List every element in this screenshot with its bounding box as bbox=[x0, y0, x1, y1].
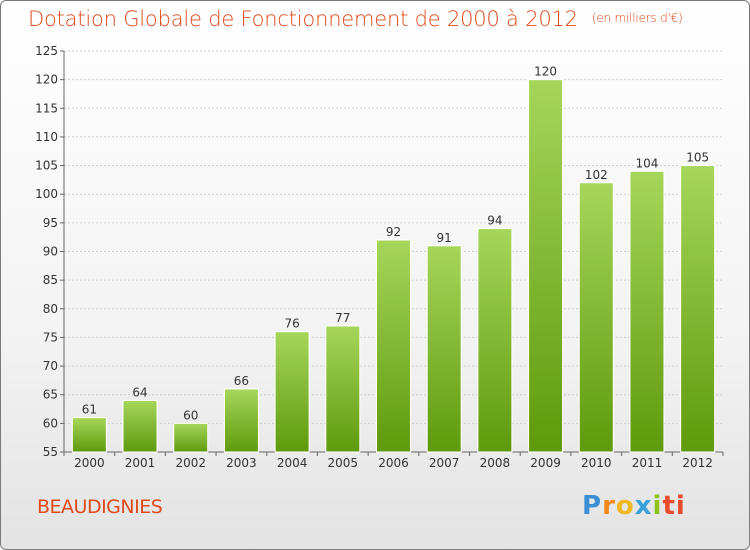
bar bbox=[223, 388, 259, 453]
proxiti-logo: Proxiti bbox=[582, 491, 686, 521]
y-tick-label: 125 bbox=[35, 44, 58, 58]
logo-letter: o bbox=[615, 491, 635, 521]
x-tick-label: 2004 bbox=[277, 456, 308, 470]
data-label: 77 bbox=[335, 311, 350, 325]
x-tick-label: 2000 bbox=[74, 456, 105, 470]
bar bbox=[528, 79, 564, 453]
bar bbox=[325, 325, 361, 453]
data-label: 120 bbox=[534, 65, 557, 79]
x-tick-label: 2007 bbox=[429, 456, 460, 470]
x-tick-label: 2006 bbox=[378, 456, 409, 470]
data-label: 60 bbox=[183, 408, 198, 422]
bar bbox=[274, 331, 310, 453]
data-label: 102 bbox=[585, 168, 608, 182]
x-tick-label: 2010 bbox=[581, 456, 612, 470]
logo-letter: i bbox=[652, 491, 663, 521]
chart-unit: (en milliers d'€) bbox=[591, 11, 683, 25]
y-tick-label: 105 bbox=[35, 159, 58, 173]
data-label: 92 bbox=[386, 225, 401, 239]
data-label: 61 bbox=[82, 403, 97, 417]
y-tick-label: 90 bbox=[43, 245, 58, 259]
bar bbox=[71, 417, 107, 453]
commune-name: BEAUDIGNIES bbox=[37, 496, 163, 518]
bar bbox=[122, 399, 158, 453]
x-tick-label: 2002 bbox=[175, 456, 206, 470]
bar bbox=[173, 422, 209, 453]
y-tick-label: 65 bbox=[43, 388, 58, 402]
y-tick-label: 55 bbox=[43, 445, 58, 459]
y-tick-label: 85 bbox=[43, 273, 58, 287]
y-tick-label: 100 bbox=[35, 187, 58, 201]
bar bbox=[578, 182, 614, 453]
logo-letter: P bbox=[582, 491, 603, 521]
y-tick-label: 80 bbox=[43, 302, 58, 316]
logo-letter: r bbox=[602, 491, 616, 521]
y-tick-label: 110 bbox=[35, 130, 58, 144]
x-tick-label: 2011 bbox=[632, 456, 663, 470]
data-label: 66 bbox=[234, 374, 249, 388]
data-label: 105 bbox=[686, 151, 709, 165]
y-tick-label: 115 bbox=[35, 101, 58, 115]
bar bbox=[629, 170, 665, 453]
data-label: 76 bbox=[284, 317, 299, 331]
y-tick-label: 60 bbox=[43, 416, 58, 430]
x-tick-label: 2003 bbox=[226, 456, 257, 470]
bar bbox=[477, 228, 513, 453]
x-tick-label: 2008 bbox=[480, 456, 511, 470]
x-tick-label: 2005 bbox=[328, 456, 359, 470]
x-tick-label: 2009 bbox=[530, 456, 561, 470]
data-label: 94 bbox=[487, 214, 502, 228]
y-tick-label: 95 bbox=[43, 216, 58, 230]
bar bbox=[680, 165, 716, 453]
data-label: 64 bbox=[132, 385, 147, 399]
bar bbox=[376, 239, 411, 453]
chart-title-text: Dotation Globale de Fonctionnement de 20… bbox=[28, 7, 578, 31]
y-tick-label: 70 bbox=[43, 359, 58, 373]
chart-title: Dotation Globale de Fonctionnement de 20… bbox=[28, 7, 683, 31]
x-tick-label: 2012 bbox=[682, 456, 713, 470]
y-tick-label: 75 bbox=[43, 330, 58, 344]
y-tick-label: 120 bbox=[35, 73, 58, 87]
data-label: 104 bbox=[636, 156, 659, 170]
logo-letter: ti bbox=[662, 491, 686, 521]
data-label: 91 bbox=[437, 231, 452, 245]
x-tick-label: 2001 bbox=[125, 456, 156, 470]
bar bbox=[426, 245, 462, 453]
logo-letter: x bbox=[634, 491, 653, 521]
